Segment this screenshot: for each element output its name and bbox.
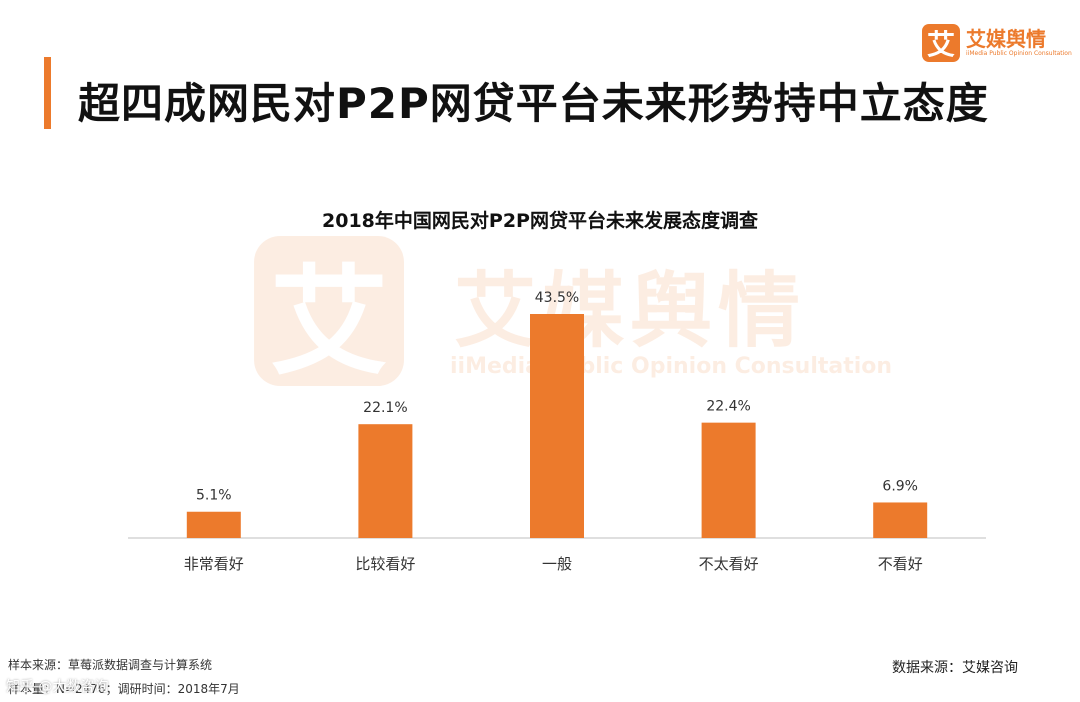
brand-logo: 艾 艾媒舆情 iiMedia Public Opinion Consultati… <box>922 24 1072 62</box>
sample-size-note: 样本量：N=2476；调研时间：2018年7月 <box>8 682 240 696</box>
logo-text: 艾媒舆情 iiMedia Public Opinion Consultation <box>966 28 1072 58</box>
data-label-2: 43.5% <box>535 290 579 306</box>
data-label-0: 5.1% <box>196 488 232 504</box>
background-watermark: 艾 艾媒舆情 iiMedia Public Opinion Consultati… <box>254 236 892 391</box>
logo-name-cn: 艾媒舆情 <box>966 27 1046 51</box>
data-label-1: 22.1% <box>363 400 407 416</box>
watermark-name-en: iiMedia Public Opinion Consultation <box>450 354 893 379</box>
page-title: 超四成网民对P2P网贷平台未来形势持中立态度 <box>78 79 989 128</box>
bar-1 <box>358 424 413 538</box>
logo-name-en: iiMedia Public Opinion Consultation <box>966 50 1072 57</box>
category-label-3: 不太看好 <box>699 555 759 573</box>
category-label-1: 比较看好 <box>355 555 415 573</box>
bar-4 <box>873 502 928 538</box>
category-label-0: 非常看好 <box>184 555 244 573</box>
sample-source-note: 样本来源：草莓派数据调查与计算系统 <box>8 658 213 672</box>
corner-watermark: 知乎 @大数咨询 <box>6 679 109 695</box>
category-label-4: 不看好 <box>878 555 923 573</box>
bar-0 <box>186 511 241 538</box>
category-label-2: 一般 <box>542 555 572 573</box>
data-label-4: 6.9% <box>882 478 918 494</box>
watermark-name-cn: 艾媒舆情 <box>454 264 807 359</box>
data-source: 数据来源：艾媒咨询 <box>892 660 1018 676</box>
data-label-3: 22.4% <box>706 399 750 415</box>
title-accent-bar <box>44 57 51 129</box>
watermark-mark: 艾 <box>254 236 404 391</box>
bar-3 <box>701 422 756 538</box>
bar-2 <box>530 314 584 538</box>
logo-mark-icon: 艾 <box>922 24 960 62</box>
chart-title: 2018年中国网民对P2P网贷平台未来发展态度调查 <box>322 210 758 232</box>
